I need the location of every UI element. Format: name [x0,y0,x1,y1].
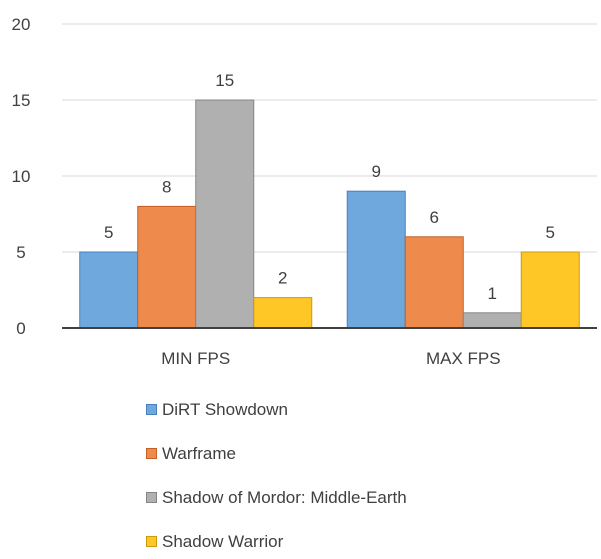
x-tick-label: MIN FPS [161,349,230,368]
x-tick-label: MAX FPS [426,349,501,368]
data-label: 6 [430,208,439,227]
data-label: 1 [488,284,497,303]
data-label: 8 [162,177,171,196]
y-tick-label: 20 [12,15,31,34]
legend-swatch [146,448,157,459]
legend-swatch [146,492,157,503]
bar [462,312,522,329]
legend-label: Shadow of Mordor: Middle-Earth [162,488,407,507]
legend-swatch [146,536,157,547]
bar [520,251,580,329]
data-label: 5 [104,223,113,242]
data-label: 15 [215,71,234,90]
y-tick-label: 15 [12,91,31,110]
data-label: 2 [278,269,287,288]
legend-label: Shadow Warrior [162,532,284,551]
bar [137,205,197,329]
bar [195,99,255,329]
bar [404,236,464,329]
y-tick-label: 10 [12,167,31,186]
legend-swatch [146,404,157,415]
bar [79,251,139,329]
bar [346,190,406,329]
y-tick-label: 0 [16,319,25,338]
bar [253,297,313,329]
data-label: 9 [372,162,381,181]
legend-label: Warframe [162,444,236,463]
legend-label: DiRT Showdown [162,400,288,419]
y-tick-label: 5 [16,243,25,262]
data-label: 5 [546,223,555,242]
